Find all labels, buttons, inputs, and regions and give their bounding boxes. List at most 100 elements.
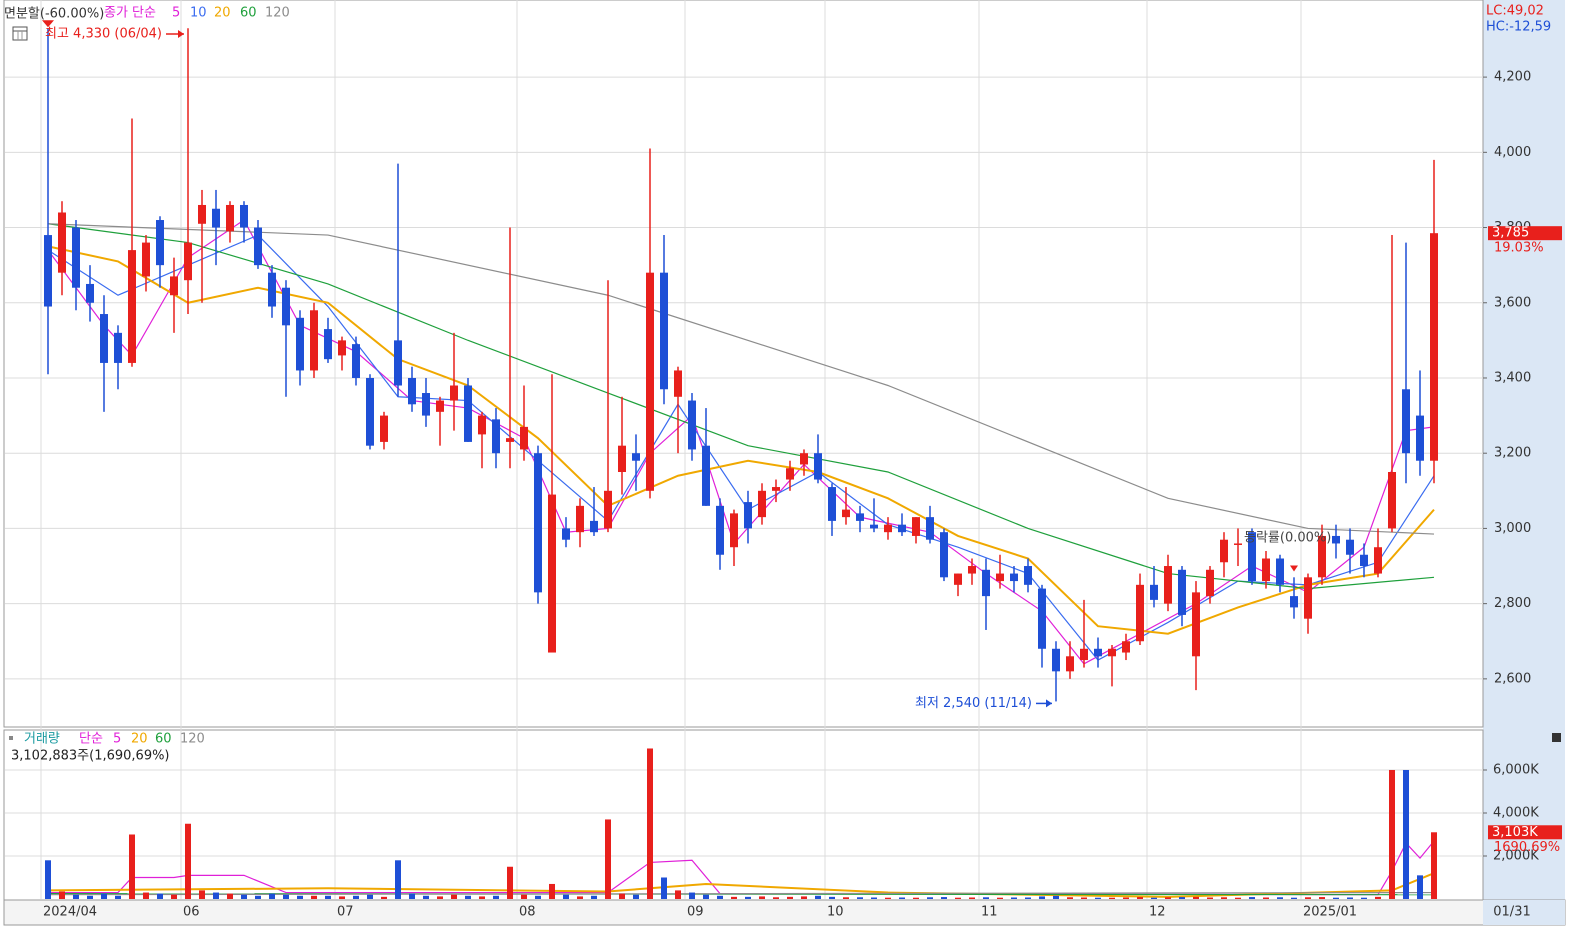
legend-entry: 120 <box>265 6 290 21</box>
candle-body <box>1024 566 1032 585</box>
volume-average <box>47 872 1435 898</box>
candle-body <box>72 227 80 288</box>
volume-bar <box>479 896 485 899</box>
low-arrow-head <box>1046 699 1052 708</box>
candle-body <box>450 385 458 401</box>
candle-body <box>394 340 402 386</box>
candle-body <box>324 329 332 360</box>
candle-body <box>240 204 248 228</box>
x-tick-label: 2024/04 <box>43 905 97 920</box>
moving-average <box>47 223 1435 535</box>
candle-body <box>156 220 164 266</box>
candle-body <box>58 212 66 273</box>
candle-body <box>576 505 584 533</box>
y-tick-label: 6,000K <box>1493 762 1539 777</box>
candle-body <box>1178 569 1186 615</box>
panel-button[interactable] <box>1552 733 1561 742</box>
candle-body <box>618 445 626 473</box>
candle-body <box>534 453 542 593</box>
candle-body <box>310 310 318 371</box>
candle-body <box>86 283 94 303</box>
volume-bar <box>437 896 443 899</box>
candle-body <box>1192 592 1200 657</box>
volume-bar <box>129 834 135 899</box>
volume-bar <box>325 895 331 899</box>
volume-bar <box>493 895 499 899</box>
volume-bar <box>353 895 359 899</box>
last-date: 01/31 <box>1493 905 1530 920</box>
y-tick-label: 2,000K <box>1493 848 1539 863</box>
candle-body <box>1206 569 1214 597</box>
volume-bar <box>171 894 177 899</box>
volume-bar <box>773 897 779 899</box>
candle-body <box>772 487 780 491</box>
candle-body <box>926 517 934 540</box>
volume-bar <box>1375 896 1381 899</box>
candle-body <box>1010 573 1018 582</box>
last-price-box <box>1488 226 1562 241</box>
legend-entry: 5 <box>172 6 180 21</box>
volume-bar <box>143 892 149 899</box>
volume-bar <box>1095 897 1101 899</box>
y-tick-label: 3,000 <box>1494 521 1531 536</box>
candle-body <box>940 532 948 578</box>
candle-body <box>380 415 388 442</box>
volume-bar <box>1039 896 1045 899</box>
volume-bar <box>1305 897 1311 899</box>
volume-bar <box>465 895 471 899</box>
volume-bar <box>1361 897 1367 899</box>
volume-bar <box>1291 897 1297 899</box>
volume-bar <box>605 819 611 899</box>
lc-label: LC:49,02 <box>1486 4 1544 19</box>
candle-body <box>1276 558 1284 585</box>
last-volume-box <box>1488 825 1562 840</box>
candle-body <box>338 340 346 356</box>
candle-body <box>436 400 444 412</box>
calendar-icon[interactable] <box>12 26 28 41</box>
volume-average <box>48 840 1435 896</box>
volume-bar <box>213 892 219 899</box>
volume-bar <box>703 894 709 899</box>
x-tick-label: 12 <box>1149 905 1166 920</box>
volume-bar <box>969 897 975 899</box>
candle-body <box>968 566 976 574</box>
volume-bar <box>885 897 891 899</box>
candle-body <box>800 453 808 465</box>
candle-body <box>688 400 696 450</box>
volume-bar <box>1249 897 1255 899</box>
candle-body <box>1150 584 1158 600</box>
candle-body <box>1318 535 1326 578</box>
candle-body <box>520 426 528 450</box>
candle-body <box>226 204 234 232</box>
volume-bar <box>227 893 233 899</box>
legend-entry: 120 <box>180 732 205 747</box>
y-tick-label: 3,600 <box>1494 295 1531 310</box>
candle-body <box>996 573 1004 582</box>
volume-bar <box>1081 897 1087 899</box>
candle-body <box>730 513 738 548</box>
volume-bar <box>297 895 303 899</box>
volume-bar <box>1403 769 1409 899</box>
volume-bar <box>1333 897 1339 899</box>
candle-body <box>1304 577 1312 619</box>
candle-body <box>44 235 52 307</box>
volume-bar <box>507 866 513 899</box>
candle-body <box>128 250 136 363</box>
candle-body <box>506 438 514 442</box>
candle-body <box>478 415 486 435</box>
y-tick-label: 4,200 <box>1494 70 1531 85</box>
candle-body <box>296 317 304 371</box>
candle-body <box>1262 558 1270 582</box>
volume-bar <box>717 895 723 899</box>
x-tick-label: 06 <box>183 905 200 920</box>
candle-body <box>464 385 472 442</box>
volume-bar <box>395 860 401 899</box>
volume-bar <box>101 893 107 899</box>
volume-bar <box>843 897 849 899</box>
volume-bar <box>647 748 653 899</box>
legend-entry: 60 <box>240 6 257 21</box>
volume-bar <box>311 895 317 899</box>
volume-bar <box>899 897 905 899</box>
candle-body <box>674 370 682 397</box>
candle-body <box>268 272 276 307</box>
